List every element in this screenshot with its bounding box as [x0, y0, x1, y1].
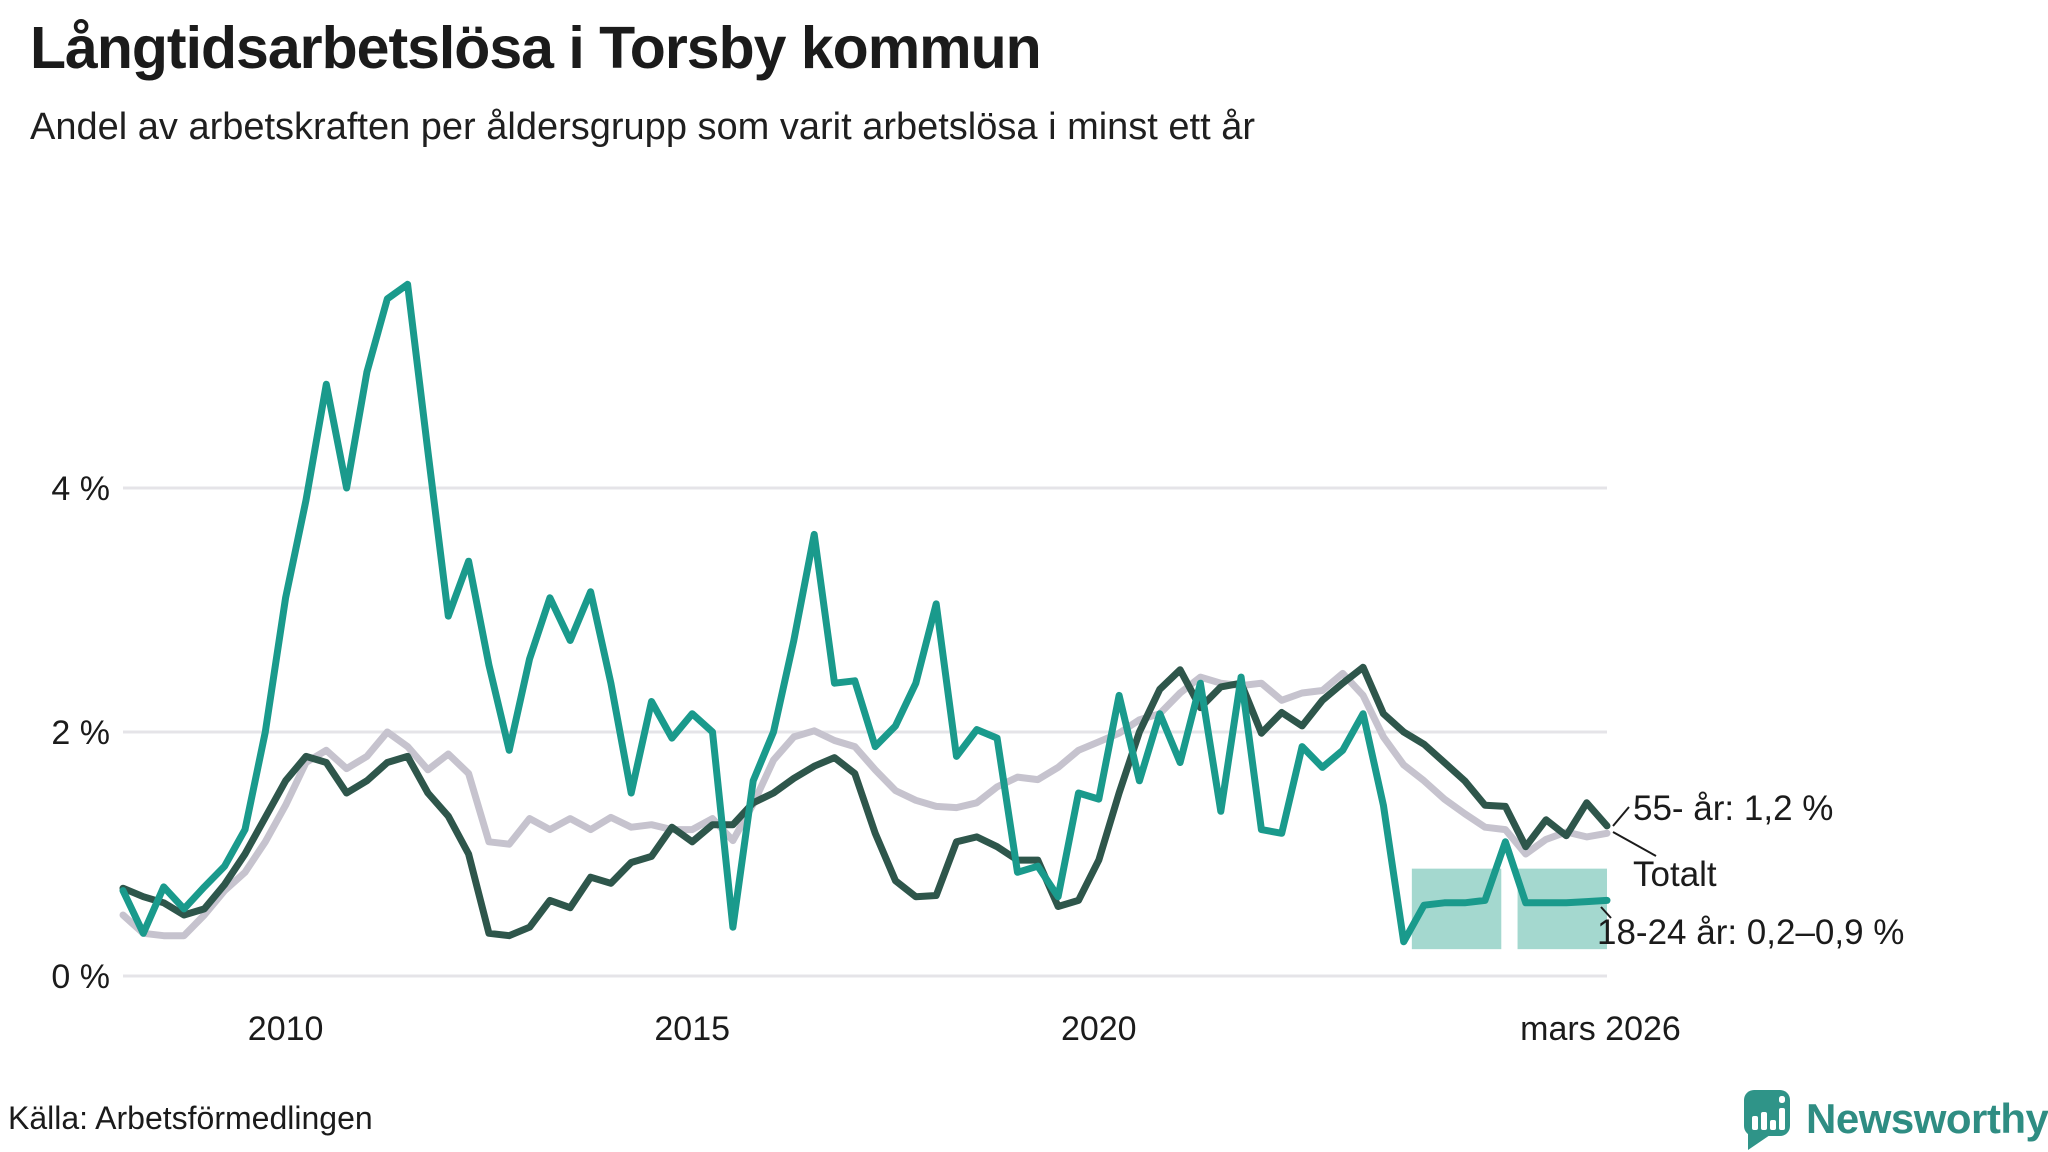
- annotation-label-1: 55- år: 1,2 %: [1633, 789, 1833, 828]
- x-tick-label-mars-2026: mars 2026: [1520, 1010, 1681, 1048]
- confidence-band-segment-1: [1411, 868, 1502, 950]
- newsworthy-logo: Newsworthy: [1742, 1086, 2048, 1152]
- annotation-label-3: 18-24 år: 0,2–0,9 %: [1597, 913, 1904, 952]
- x-tick-label-2010: 2010: [248, 1010, 324, 1048]
- annotation-label-2: Totalt: [1633, 855, 1717, 894]
- series-line-55--år: [119, 663, 1611, 940]
- x-tick-label-2020: 2020: [1061, 1010, 1137, 1048]
- annotation-connector-3: [1600, 906, 1612, 919]
- x-tick-label-2015: 2015: [654, 1010, 730, 1048]
- y-tick-label-0pct: 0 %: [51, 958, 110, 996]
- series-line-Totalt: [119, 669, 1611, 940]
- page-title: Långtidsarbetslösa i Torsby kommun: [30, 15, 1042, 81]
- annotation-connector-1: [1612, 806, 1630, 827]
- confidence-band-segment-2: [1517, 868, 1607, 950]
- y-tick-label-2pct: 2 %: [51, 714, 110, 752]
- source-note: Källa: Arbetsförmedlingen: [8, 1100, 373, 1136]
- newsworthy-bubble-chart-icon: [1744, 1090, 1790, 1150]
- y-tick-label-4pct: 4 %: [51, 470, 110, 508]
- brand-name: Newsworthy: [1806, 1095, 2048, 1142]
- page-subtitle: Andel av arbetskraften per åldersgrupp s…: [30, 106, 1256, 148]
- series-line-18-24-år: [119, 280, 1611, 946]
- annotation-connector-2: [1612, 831, 1657, 857]
